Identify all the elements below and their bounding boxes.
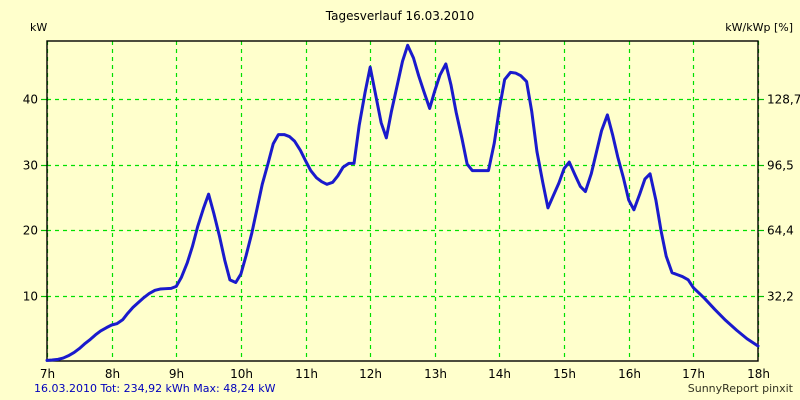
y-tick-label: 10 — [23, 290, 38, 304]
footer-credit: SunnyReport pinxit — [688, 382, 794, 395]
x-tick-label: 11h — [295, 367, 318, 381]
y2-tick-label: 128,7 — [767, 93, 800, 107]
x-tick-label: 12h — [359, 367, 382, 381]
right-axis-unit-label: kW/kWp [%] — [725, 21, 793, 34]
plot-frame — [46, 40, 759, 362]
x-tick-label: 8h — [105, 367, 120, 381]
x-tick-label: 10h — [230, 367, 253, 381]
x-tick-label: 16h — [618, 367, 641, 381]
right-axis-tick-labels: 32,2 64,4 96,5 128,7 — [767, 93, 800, 304]
y-tick-label: 40 — [23, 93, 38, 107]
y2-tick-label: 96,5 — [767, 159, 794, 173]
y2-tick-label: 64,4 — [767, 224, 794, 238]
x-tick-label: 15h — [553, 367, 576, 381]
chart-title: Tagesverlauf 16.03.2010 — [325, 9, 474, 23]
power-series-line — [45, 43, 760, 362]
y-tick-label: 30 — [23, 159, 38, 173]
y-tick-label: 20 — [23, 224, 38, 238]
gridlines — [46, 41, 760, 361]
x-tick-label: 18h — [747, 367, 770, 381]
x-tick-label: 9h — [169, 367, 184, 381]
x-tick-label: 17h — [682, 367, 705, 381]
x-axis-tick-labels: 7h 8h 9h 10h 11h 12h 13h 14h 15h 16h 17h 18h — [40, 367, 770, 381]
left-axis-tick-labels: 10 20 30 40 — [23, 93, 38, 304]
x-tick-label: 14h — [488, 367, 511, 381]
x-tick-label: 7h — [40, 367, 55, 381]
axis-tickmarks — [41, 98, 764, 298]
x-tick-label: 13h — [424, 367, 447, 381]
y2-tick-label: 32,2 — [767, 290, 794, 304]
left-axis-unit-label: kW — [30, 21, 47, 34]
footer-summary: 16.03.2010 Tot: 234,92 kWh Max: 48,24 kW — [34, 382, 276, 395]
